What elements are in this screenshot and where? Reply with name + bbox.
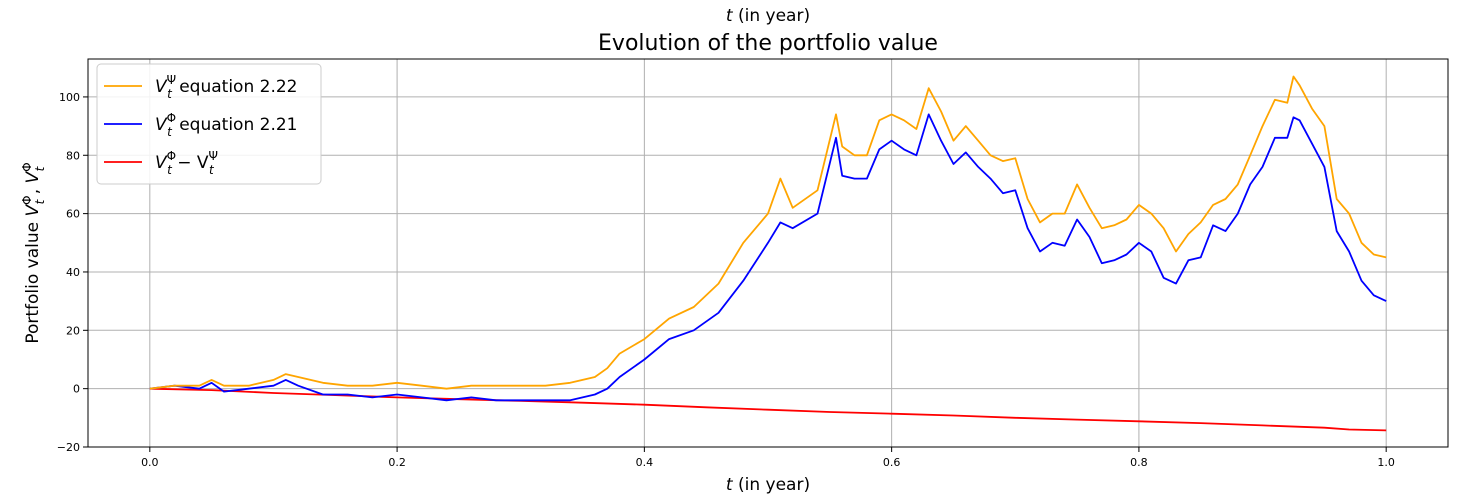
- chart-title: Evolution of the portfolio value: [598, 31, 938, 56]
- y-tick-label: 0: [73, 383, 80, 396]
- legend-box: [96, 63, 322, 185]
- top-axis-label: t (in year): [726, 6, 810, 26]
- legend-entry: VΦ t − VΨ t: [155, 149, 218, 177]
- x-tick-label: 0.6: [883, 456, 901, 469]
- y-tick-label: 20: [66, 324, 80, 337]
- series-layer: [149, 75, 1387, 432]
- legend-entry: VΨ t equation 2.22: [155, 73, 297, 101]
- legend: VΨ t equation 2.22 VΦ t equation 2.21 VΦ t − …: [96, 63, 322, 185]
- series-line-v-psi: [149, 75, 1387, 390]
- series-line-v-phi: [149, 113, 1387, 402]
- x-axis-ticks: 0.0 0.2 0.4 0.6 0.8 1.0: [141, 447, 1395, 469]
- x-axis-label: t (in year): [726, 475, 810, 495]
- plot-frame: [87, 58, 1449, 448]
- x-tick-label: 1.0: [1377, 456, 1395, 469]
- y-tick-label: 60: [66, 208, 80, 221]
- legend-entry: VΦ t equation 2.21: [155, 111, 297, 139]
- y-tick-label: 80: [66, 149, 80, 162]
- x-tick-label: 0.8: [1130, 456, 1148, 469]
- y-tick-label: −20: [57, 441, 80, 454]
- x-tick-label: 0.2: [388, 456, 406, 469]
- x-tick-label: 0.4: [636, 456, 654, 469]
- y-axis-label: Portfolio value VΦt , VΦt: [20, 162, 47, 343]
- y-axis-ticks: −20 0 20 40 60 80 100: [57, 91, 88, 454]
- y-tick-label: 40: [66, 266, 80, 279]
- x-tick-label: 0.0: [141, 456, 159, 469]
- y-tick-label: 100: [59, 91, 80, 104]
